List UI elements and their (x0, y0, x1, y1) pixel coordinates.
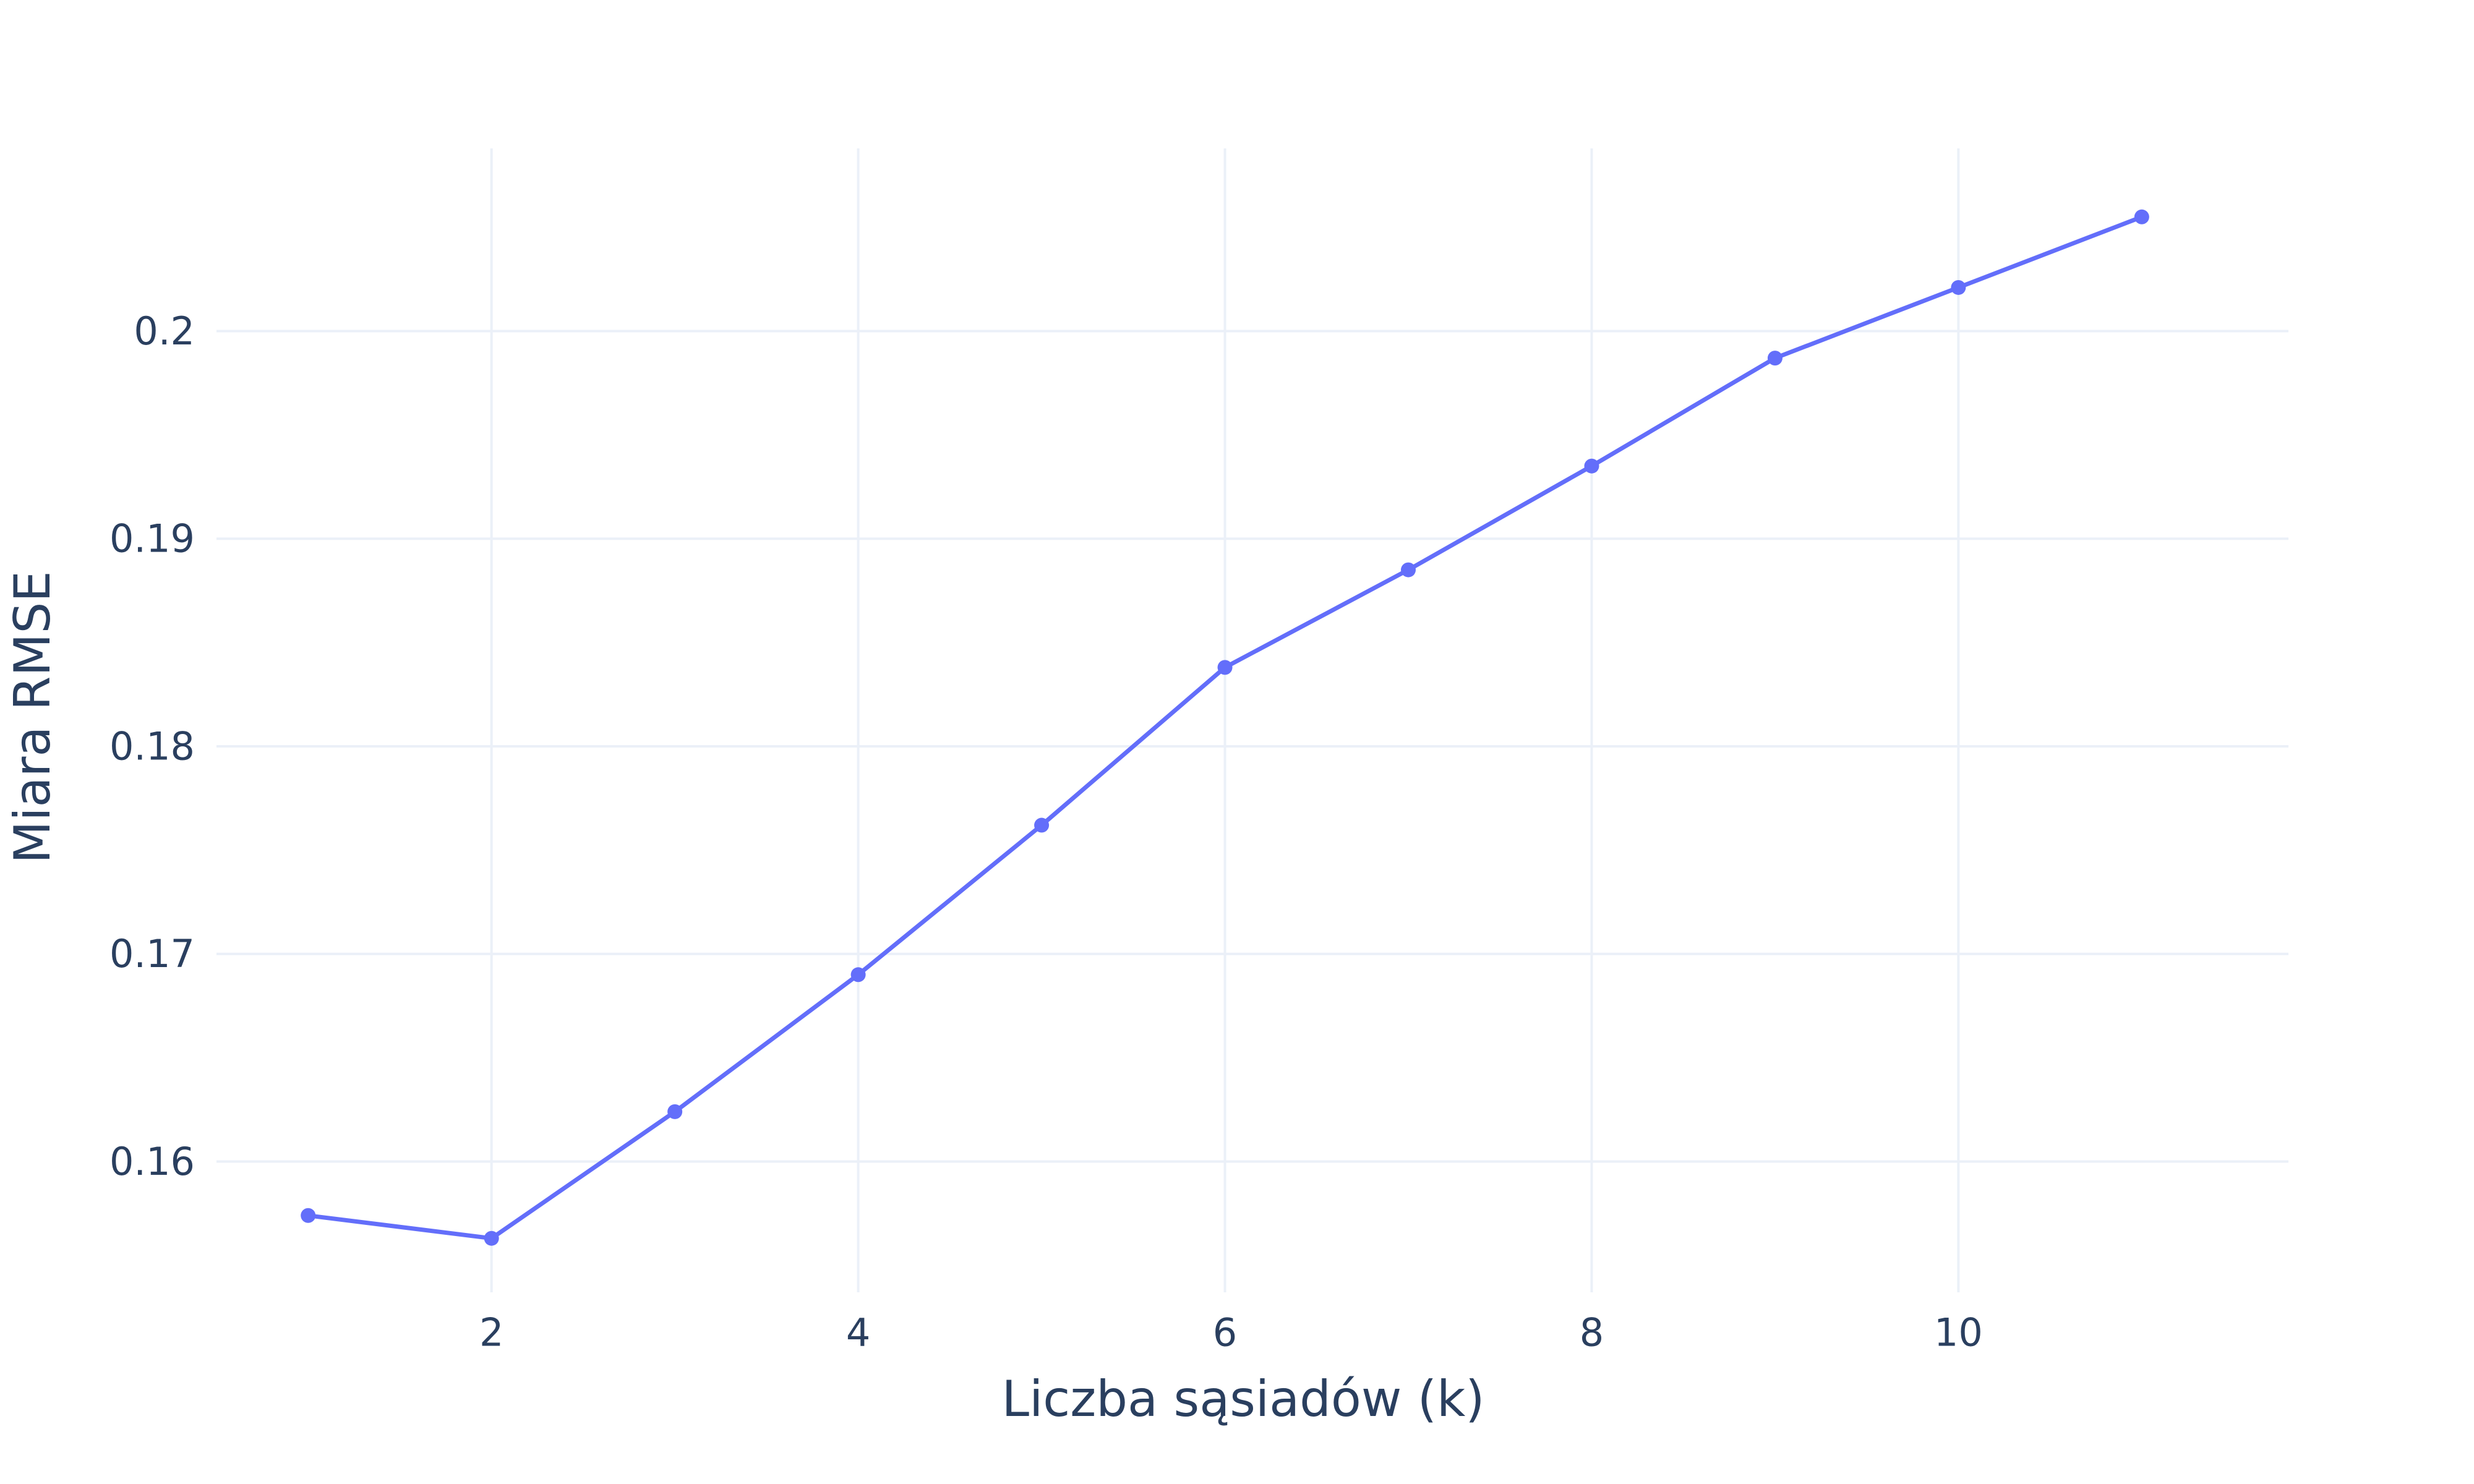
x-tick-label: 6 (1213, 1310, 1237, 1355)
y-tick-label: 0.17 (109, 931, 195, 976)
x-tick-labels: 2 4 6 8 10 (479, 1310, 1983, 1355)
x-tick-label: 8 (1580, 1310, 1604, 1355)
data-point (484, 1230, 499, 1246)
y-tick-label: 0.18 (109, 723, 195, 769)
y-tick-label: 0.19 (109, 516, 195, 561)
data-point (2134, 209, 2149, 224)
data-point (1400, 562, 1416, 578)
data-point (850, 967, 866, 983)
x-tick-label: 10 (1934, 1310, 1983, 1355)
x-gridlines (490, 148, 1960, 1292)
data-point (667, 1104, 683, 1119)
data-point (301, 1208, 316, 1223)
y-axis-title: Miara RMSE (4, 571, 61, 864)
y-tick-label: 0.2 (134, 309, 195, 354)
x-tick-label: 2 (479, 1310, 503, 1355)
y-tick-labels: 0.16 0.17 0.18 0.19 0.2 (109, 309, 195, 1184)
series-layer (301, 209, 2149, 1246)
data-point (1034, 817, 1050, 833)
x-tick-label: 4 (846, 1310, 870, 1355)
x-axis-title: Liczba sąsiadów (k) (1002, 1370, 1485, 1428)
data-point (1584, 458, 1599, 474)
y-gridlines (216, 330, 2288, 1163)
y-tick-label: 0.16 (109, 1139, 195, 1184)
data-point (1217, 660, 1233, 675)
data-point (1767, 351, 1783, 366)
data-point (1951, 279, 1966, 295)
